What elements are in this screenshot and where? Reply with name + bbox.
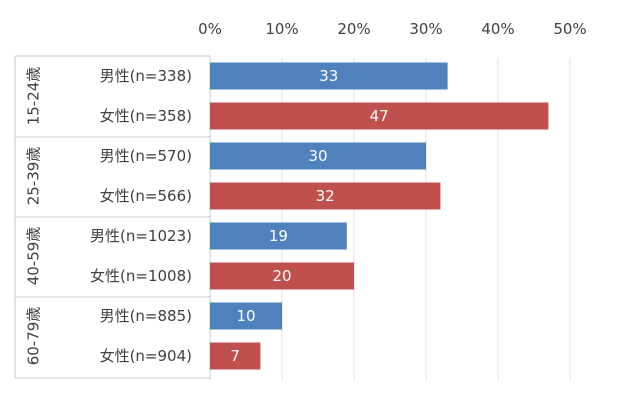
bar-male	[210, 62, 448, 90]
data-label: 32	[316, 187, 335, 205]
group-label: 25-39歳	[25, 147, 43, 206]
bar-female	[210, 182, 441, 210]
data-label: 20	[272, 267, 291, 285]
data-label: 33	[319, 67, 338, 85]
group-label: 40-59歳	[25, 227, 43, 286]
bar-male	[210, 142, 426, 170]
data-label: 7	[230, 347, 240, 365]
x-tick-label: 30%	[409, 20, 442, 38]
bar-female	[210, 262, 354, 290]
data-label: 10	[236, 307, 255, 325]
category-label: 男性(n=885)	[100, 307, 192, 325]
x-tick-label: 0%	[198, 20, 222, 38]
category-label: 男性(n=570)	[100, 147, 192, 165]
category-label: 女性(n=358)	[100, 107, 192, 125]
category-label: 男性(n=1023)	[90, 227, 192, 245]
bars: 33 47 30 32 19 20 10 7	[210, 62, 549, 370]
category-label: 女性(n=904)	[100, 347, 192, 365]
group-label: 60-79歳	[25, 307, 43, 366]
category-label: 女性(n=1008)	[90, 267, 192, 285]
data-label: 47	[370, 107, 389, 125]
bar-female	[210, 102, 549, 130]
bar-male	[210, 222, 347, 250]
category-label: 男性(n=338)	[100, 67, 192, 85]
bar-female	[210, 342, 261, 370]
category-label: 女性(n=566)	[100, 187, 192, 205]
x-tick-label: 40%	[481, 20, 514, 38]
x-tick-label: 10%	[265, 20, 298, 38]
group-label: 15-24歳	[25, 67, 43, 126]
data-label: 19	[269, 227, 288, 245]
category-axis-frame	[14, 55, 211, 379]
bar-male	[210, 302, 282, 330]
x-tick-label: 20%	[337, 20, 370, 38]
x-tick-label: 50%	[553, 20, 586, 38]
data-label: 30	[308, 147, 327, 165]
x-axis-ticks: 0% 10% 20% 30% 40% 50%	[198, 20, 587, 38]
